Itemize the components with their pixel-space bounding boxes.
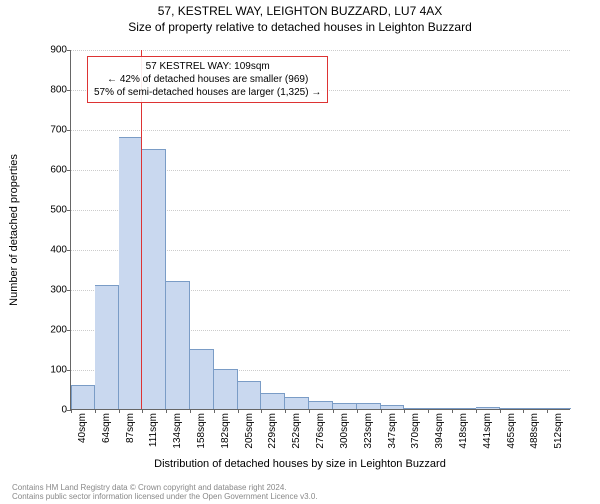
xtick-label: 205sqm: [242, 413, 255, 449]
histogram-bar: [95, 285, 119, 409]
gridline: [71, 50, 570, 51]
xtick-label: 512sqm: [551, 413, 564, 449]
ytick-label: 0: [61, 405, 71, 416]
xtick-mark: [214, 409, 215, 413]
annotation-line1: 57 KESTREL WAY: 109sqm: [94, 60, 321, 73]
xtick-label: 418sqm: [456, 413, 469, 449]
xtick-mark: [428, 409, 429, 413]
xtick-mark: [523, 409, 524, 413]
xtick-label: 229sqm: [265, 413, 278, 449]
annotation-line2: ← 42% of detached houses are smaller (96…: [94, 73, 321, 86]
footer-line2: Contains public sector information licen…: [12, 492, 318, 502]
xtick-label: 182sqm: [218, 413, 231, 449]
histogram-bar: [261, 393, 285, 409]
histogram-bar: [357, 403, 381, 409]
xtick-label: 40sqm: [75, 413, 88, 443]
ytick-label: 200: [50, 325, 71, 336]
xtick-label: 465sqm: [504, 413, 517, 449]
xtick-mark: [190, 409, 191, 413]
page-title-address: 57, KESTREL WAY, LEIGHTON BUZZARD, LU7 4…: [0, 4, 600, 18]
xtick-label: 64sqm: [99, 413, 112, 443]
ytick-label: 600: [50, 165, 71, 176]
histogram-bar: [547, 408, 571, 409]
ytick-label: 400: [50, 245, 71, 256]
property-marker-line: [141, 50, 142, 409]
xtick-label: 111sqm: [146, 413, 159, 447]
xtick-label: 441sqm: [480, 413, 493, 449]
xtick-mark: [285, 409, 286, 413]
xtick-mark: [142, 409, 143, 413]
xtick-label: 252sqm: [289, 413, 302, 449]
histogram-bar: [71, 385, 95, 409]
xtick-label: 300sqm: [337, 413, 350, 449]
footer-line1: Contains HM Land Registry data © Crown c…: [12, 483, 318, 493]
histogram-bar: [428, 408, 452, 409]
xtick-mark: [452, 409, 453, 413]
xtick-mark: [547, 409, 548, 413]
xtick-mark: [238, 409, 239, 413]
ytick-label: 300: [50, 285, 71, 296]
xtick-mark: [404, 409, 405, 413]
xtick-label: 276sqm: [313, 413, 326, 449]
histogram-bar: [452, 408, 476, 409]
histogram-bar: [214, 369, 238, 409]
histogram-bar: [166, 281, 190, 409]
footer-attribution: Contains HM Land Registry data © Crown c…: [12, 483, 318, 502]
ytick-label: 100: [50, 365, 71, 376]
xtick-mark: [500, 409, 501, 413]
annotation-box: 57 KESTREL WAY: 109sqm ← 42% of detached…: [87, 56, 328, 103]
histogram-bar: [523, 408, 547, 409]
ytick-label: 900: [50, 45, 71, 56]
xtick-mark: [119, 409, 120, 413]
histogram-bar: [309, 401, 333, 409]
histogram-plot: 010020030040050060070080090040sqm64sqm87…: [70, 50, 570, 410]
xtick-mark: [333, 409, 334, 413]
xtick-mark: [166, 409, 167, 413]
histogram-bar: [381, 405, 405, 409]
xtick-label: 134sqm: [170, 413, 183, 449]
histogram-bar: [190, 349, 214, 409]
xtick-label: 370sqm: [408, 413, 421, 449]
histogram-bar: [238, 381, 262, 409]
xtick-mark: [71, 409, 72, 413]
xtick-label: 347sqm: [385, 413, 398, 449]
histogram-bar: [119, 137, 143, 409]
page-title-sub: Size of property relative to detached ho…: [0, 20, 600, 34]
xtick-label: 488sqm: [527, 413, 540, 449]
histogram-bar: [142, 149, 166, 409]
xtick-mark: [309, 409, 310, 413]
histogram-bar: [285, 397, 309, 409]
histogram-bar: [476, 407, 500, 409]
gridline: [71, 130, 570, 131]
xtick-label: 87sqm: [123, 413, 136, 443]
histogram-bar: [333, 403, 357, 409]
xtick-label: 394sqm: [432, 413, 445, 449]
ytick-label: 500: [50, 205, 71, 216]
xtick-mark: [261, 409, 262, 413]
histogram-bar: [404, 408, 428, 409]
xtick-mark: [95, 409, 96, 413]
y-axis-label: Number of detached properties: [8, 154, 20, 306]
ytick-label: 800: [50, 85, 71, 96]
xtick-mark: [357, 409, 358, 413]
xtick-label: 158sqm: [194, 413, 207, 449]
x-axis-label: Distribution of detached houses by size …: [154, 458, 446, 470]
xtick-mark: [381, 409, 382, 413]
ytick-label: 700: [50, 125, 71, 136]
histogram-bar: [500, 408, 524, 409]
annotation-line3: 57% of semi-detached houses are larger (…: [94, 86, 321, 99]
xtick-mark: [476, 409, 477, 413]
xtick-label: 323sqm: [361, 413, 374, 449]
